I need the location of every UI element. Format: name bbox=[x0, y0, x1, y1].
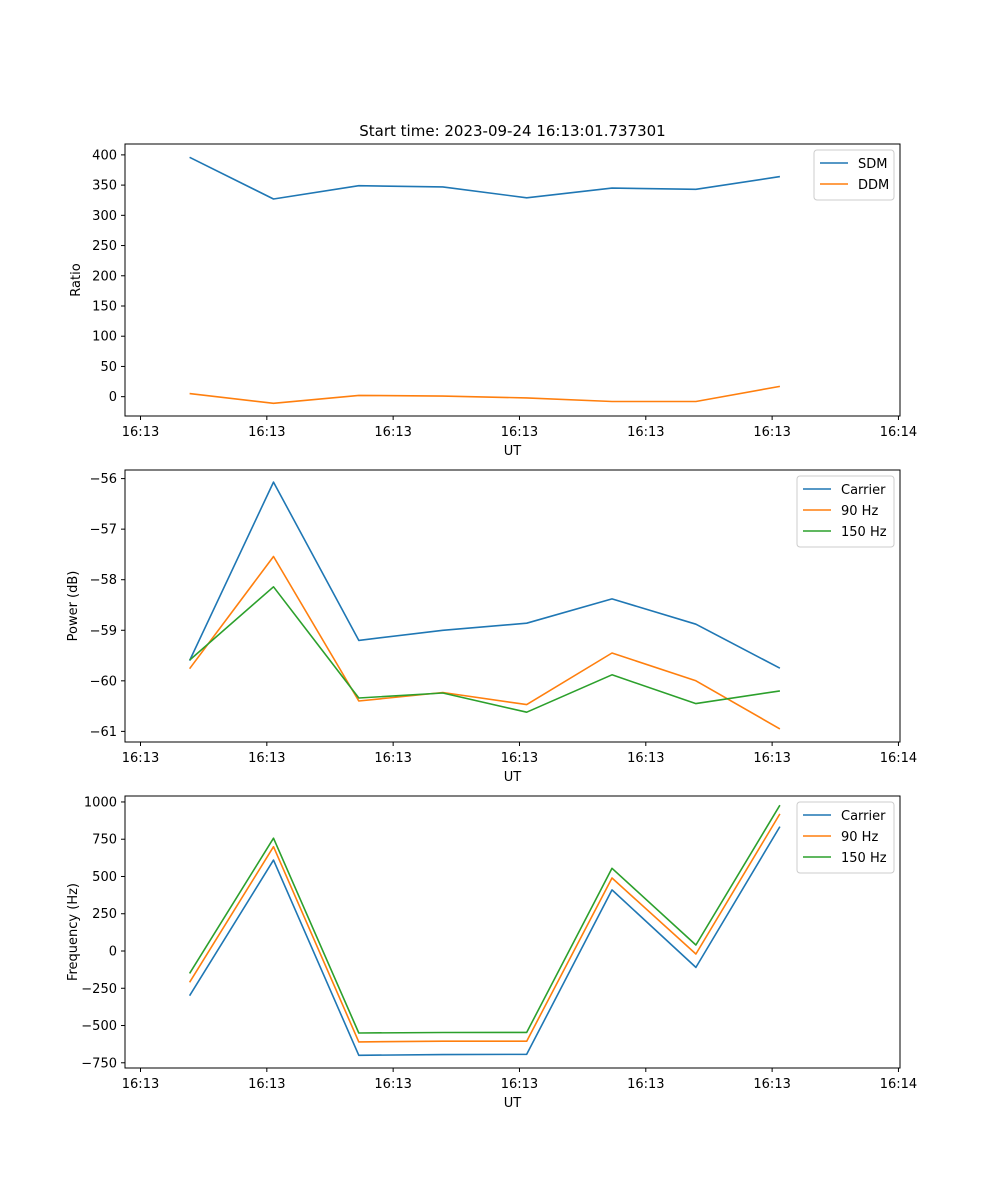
chart-panel-3: 16:13 16:13 16:13 16:13 16:13 16:13 16:14 −750 −… bbox=[66, 795, 917, 1111]
x-tick-label: 16:13 bbox=[753, 425, 790, 440]
x-tick-label: 16:13 bbox=[627, 425, 664, 440]
y-tick-label: 500 bbox=[92, 870, 117, 885]
x-tick-label: 16:13 bbox=[374, 751, 411, 766]
x-tick-label: 16:13 bbox=[627, 1077, 664, 1092]
y-tick-label: 1000 bbox=[84, 795, 117, 810]
y-axis-label: Ratio bbox=[69, 263, 84, 296]
y-tick-label: 0 bbox=[109, 945, 117, 960]
y-tick-label: −250 bbox=[81, 982, 117, 997]
x-tick-label: 16:13 bbox=[248, 425, 285, 440]
y-tick-label: 50 bbox=[100, 360, 117, 375]
y-tick-label: 200 bbox=[92, 269, 117, 284]
series-line-150-hz bbox=[189, 585, 781, 714]
y-tick-label: 750 bbox=[92, 833, 117, 848]
x-tick-label: 16:13 bbox=[248, 751, 285, 766]
x-axis-label: UT bbox=[504, 1096, 522, 1111]
axes-frame bbox=[124, 795, 901, 1069]
axes-frame bbox=[124, 143, 901, 417]
legend-label: Carrier bbox=[841, 483, 886, 498]
chart-panel-1: Start time: 2023-09-24 16:13:01.737301 16… bbox=[69, 122, 917, 459]
x-tick-label: 16:14 bbox=[880, 1077, 917, 1092]
y-tick-label: −60 bbox=[90, 674, 117, 689]
legend-label: Carrier bbox=[841, 809, 886, 824]
x-tick-label: 16:13 bbox=[122, 1077, 159, 1092]
series-line-carrier bbox=[188, 826, 781, 1057]
x-tick-label: 16:13 bbox=[627, 751, 664, 766]
legend-label: 150 Hz bbox=[841, 851, 887, 866]
x-tick-label: 16:13 bbox=[122, 751, 159, 766]
y-tick-label: 150 bbox=[92, 299, 117, 314]
chart-panel-2: 16:13 16:13 16:13 16:13 16:13 16:13 16:14 −61 −6… bbox=[66, 469, 917, 785]
series-line-90-hz bbox=[188, 555, 781, 730]
legend: SDM DDM bbox=[813, 149, 895, 201]
x-tick-label: 16:13 bbox=[753, 751, 790, 766]
legend-label: 90 Hz bbox=[841, 504, 878, 519]
y-tick-label: −750 bbox=[81, 1056, 117, 1071]
x-tick-label: 16:13 bbox=[501, 425, 538, 440]
legend-label: DDM bbox=[858, 178, 889, 193]
legend: Carrier 90 Hz 150 Hz bbox=[796, 801, 895, 874]
x-tick-label: 16:13 bbox=[374, 1077, 411, 1092]
series-line-ddm bbox=[189, 385, 781, 405]
x-tick-label: 16:13 bbox=[501, 1077, 538, 1092]
series-line-carrier bbox=[188, 481, 781, 669]
y-tick-label: −59 bbox=[90, 624, 117, 639]
legend-label: SDM bbox=[858, 157, 887, 172]
series-line-90-hz bbox=[188, 813, 781, 1043]
x-tick-label: 16:13 bbox=[374, 425, 411, 440]
y-tick-label: −57 bbox=[90, 523, 117, 538]
legend-label: 150 Hz bbox=[841, 525, 887, 540]
y-tick-label: −56 bbox=[90, 472, 117, 487]
y-tick-label: −58 bbox=[90, 573, 117, 588]
y-axis-label: Power (dB) bbox=[66, 571, 81, 642]
y-tick-label: 250 bbox=[92, 907, 117, 922]
legend: Carrier 90 Hz 150 Hz bbox=[796, 475, 895, 548]
y-tick-label: 300 bbox=[92, 209, 117, 224]
x-tick-label: 16:14 bbox=[880, 751, 917, 766]
x-tick-label: 16:13 bbox=[248, 1077, 285, 1092]
legend-label: 90 Hz bbox=[841, 830, 878, 845]
x-axis-label: UT bbox=[504, 444, 522, 459]
x-tick-label: 16:13 bbox=[753, 1077, 790, 1092]
legend-box bbox=[796, 475, 895, 548]
legend-box bbox=[796, 801, 895, 874]
series-line-150-hz bbox=[188, 804, 781, 1034]
y-tick-label: 100 bbox=[92, 330, 117, 345]
axes-frame bbox=[124, 469, 901, 743]
y-axis-label: Frequency (Hz) bbox=[66, 883, 81, 981]
y-tick-label: 350 bbox=[92, 179, 117, 194]
y-tick-label: −500 bbox=[81, 1019, 117, 1034]
x-tick-label: 16:13 bbox=[122, 425, 159, 440]
y-tick-label: 0 bbox=[109, 390, 117, 405]
series-line-sdm bbox=[189, 156, 781, 200]
y-tick-label: −61 bbox=[90, 725, 117, 740]
x-tick-label: 16:13 bbox=[501, 751, 538, 766]
x-tick-label: 16:14 bbox=[880, 425, 917, 440]
y-tick-label: 400 bbox=[92, 148, 117, 163]
x-axis-label: UT bbox=[504, 770, 522, 785]
chart-title: Start time: 2023-09-24 16:13:01.737301 bbox=[359, 122, 665, 140]
y-tick-label: 250 bbox=[92, 239, 117, 254]
